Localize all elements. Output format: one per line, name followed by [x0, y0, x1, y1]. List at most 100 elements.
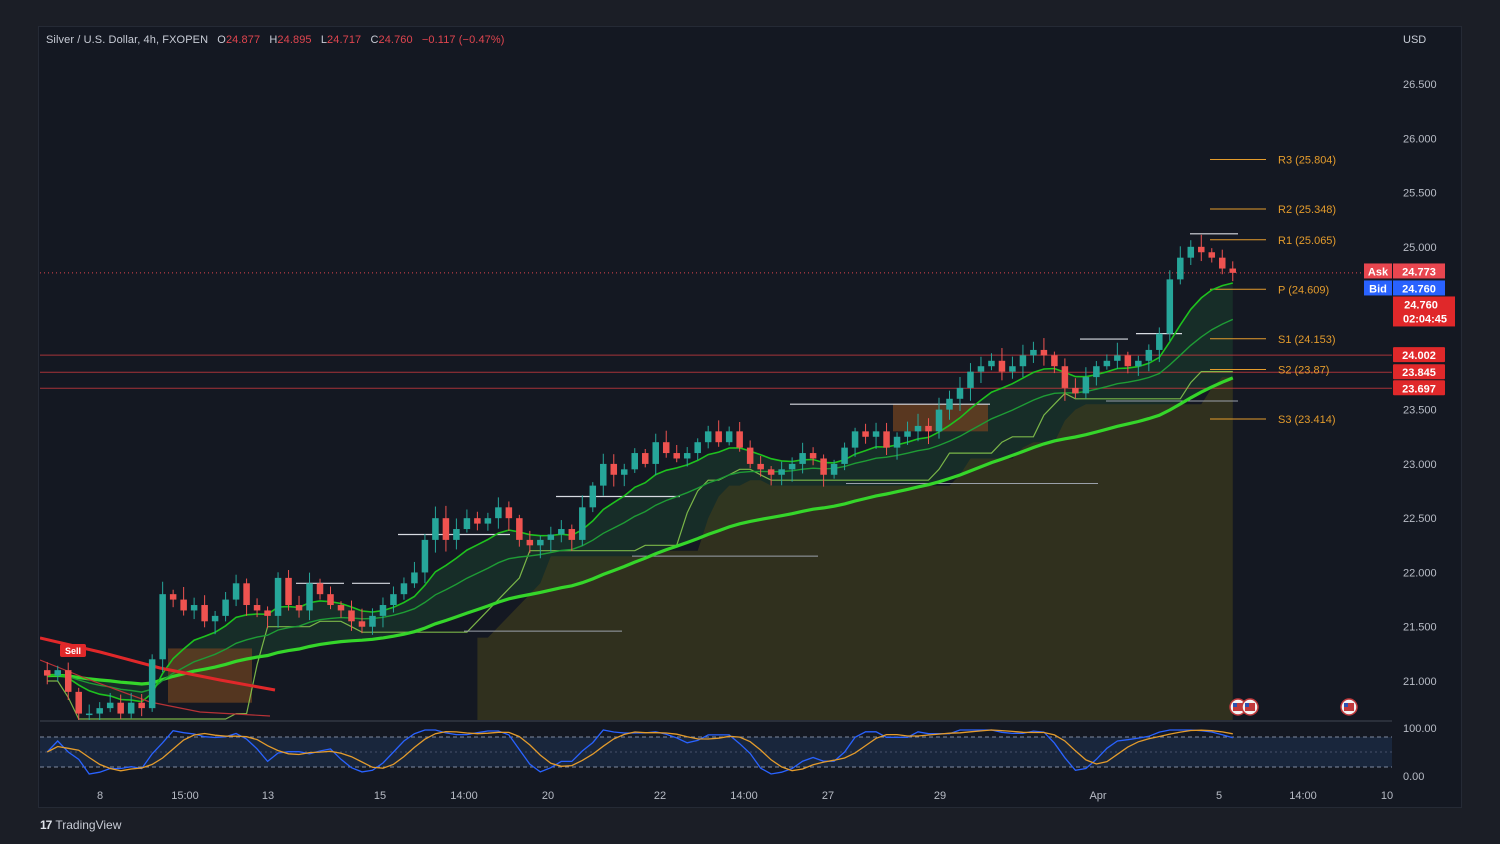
- ema-ribbon-fill: [47, 283, 1233, 702]
- pivot-label: R2 (25.348): [1278, 204, 1336, 216]
- candle-body: [851, 431, 859, 448]
- last-price-value: 24.760: [1404, 299, 1438, 311]
- level-tag: [1393, 380, 1445, 396]
- candle-body: [547, 534, 555, 540]
- candle: [809, 447, 817, 466]
- candle-body: [54, 670, 61, 676]
- change-value: −0.117 (−0.47%): [421, 34, 505, 46]
- candle-body: [935, 409, 943, 432]
- y-tick-label: 25.000: [1403, 242, 1437, 254]
- open-label: O: [217, 34, 226, 46]
- candle: [641, 448, 649, 468]
- candle-body: [1093, 366, 1100, 378]
- x-tick-label: 8: [97, 790, 103, 802]
- candle: [956, 376, 964, 411]
- y-tick-label: 23.500: [1403, 405, 1437, 417]
- x-tick-label: Apr: [1089, 790, 1106, 802]
- candle-body: [914, 425, 922, 432]
- candle: [914, 413, 922, 442]
- pivot-label: R1 (25.065): [1278, 235, 1336, 247]
- candle: [547, 526, 555, 552]
- candle-body: [799, 453, 806, 464]
- candle: [295, 595, 303, 618]
- candle: [232, 574, 240, 607]
- x-tick-label: 15: [374, 790, 386, 802]
- candle-body: [1156, 333, 1163, 350]
- candle: [967, 363, 974, 401]
- candle-body: [820, 458, 827, 475]
- candle-body: [977, 366, 985, 372]
- candle-body: [767, 469, 775, 475]
- bid-tag-bg: [1393, 280, 1445, 296]
- candle: [1019, 344, 1027, 378]
- candle-body: [967, 371, 974, 388]
- candle: [505, 501, 513, 531]
- candle: [1124, 351, 1132, 374]
- candle-body: [809, 453, 817, 459]
- candle: [127, 692, 135, 719]
- candle-body: [621, 469, 628, 475]
- trail-stop-line: [47, 371, 1233, 720]
- oscillator-lower-label: 0.00: [1403, 771, 1424, 783]
- candle: [526, 530, 534, 553]
- candle: [495, 497, 502, 529]
- pivot-levels: R3 (25.804) R2 (25.348) R1 (25.065) P (24.6…: [1210, 155, 1336, 426]
- candle: [421, 533, 429, 584]
- y-tick-label: 22.500: [1403, 513, 1437, 525]
- candle-body: [641, 453, 649, 464]
- candle: [872, 422, 880, 449]
- candle-body: [127, 702, 135, 714]
- candle: [757, 455, 764, 477]
- pivot-label: S2 (23.87): [1278, 364, 1329, 376]
- candle: [516, 514, 523, 547]
- candle: [1177, 246, 1184, 285]
- tradingview-brand[interactable]: 17 TradingView: [40, 818, 121, 832]
- candle-body: [998, 360, 1006, 372]
- candle-body: [956, 387, 964, 399]
- candle-body: [138, 702, 145, 709]
- candle-body: [264, 610, 271, 616]
- pivot-label: S1 (24.153): [1278, 334, 1335, 346]
- candle-body: [526, 539, 534, 546]
- pivot-label: R3 (25.804): [1278, 155, 1336, 167]
- candle-body: [75, 691, 82, 714]
- candle-body: [946, 398, 953, 410]
- candle: [369, 608, 376, 635]
- candle-body: [893, 436, 901, 448]
- candle-body: [106, 702, 114, 709]
- candle: [830, 459, 838, 479]
- candle: [778, 461, 785, 486]
- candle-body: [411, 572, 418, 584]
- candle: [222, 591, 229, 622]
- candle-body: [85, 713, 93, 716]
- x-tick-label: 10: [1381, 790, 1393, 802]
- candle-body: [190, 605, 198, 611]
- candle-body: [253, 605, 261, 611]
- oscillator-pane: 100.00 0.00: [40, 723, 1437, 783]
- candle-body: [757, 463, 764, 470]
- candle-body: [358, 621, 366, 627]
- ask-tag-bg: [1393, 263, 1445, 279]
- candle: [463, 509, 471, 533]
- currency-label[interactable]: USD: [1403, 34, 1427, 46]
- y-tick-label: 23.000: [1403, 459, 1437, 471]
- candle: [337, 601, 345, 618]
- candle: [725, 426, 733, 446]
- candle-body: [484, 518, 492, 524]
- ask-tag-label-bg: [1364, 263, 1392, 279]
- high-label: H: [269, 34, 278, 46]
- candle: [893, 432, 901, 460]
- candle-body: [1219, 257, 1226, 269]
- candle-body: [631, 453, 639, 470]
- candle: [746, 440, 754, 469]
- candle-body: [694, 442, 701, 454]
- candle: [442, 505, 450, 552]
- candle: [274, 572, 282, 628]
- candle-body: [883, 431, 890, 448]
- x-tick-label: 27: [822, 790, 834, 802]
- candle: [264, 606, 271, 629]
- candle-body: [390, 594, 397, 606]
- candle: [211, 610, 219, 635]
- level-tag-label: 23.845: [1402, 367, 1436, 379]
